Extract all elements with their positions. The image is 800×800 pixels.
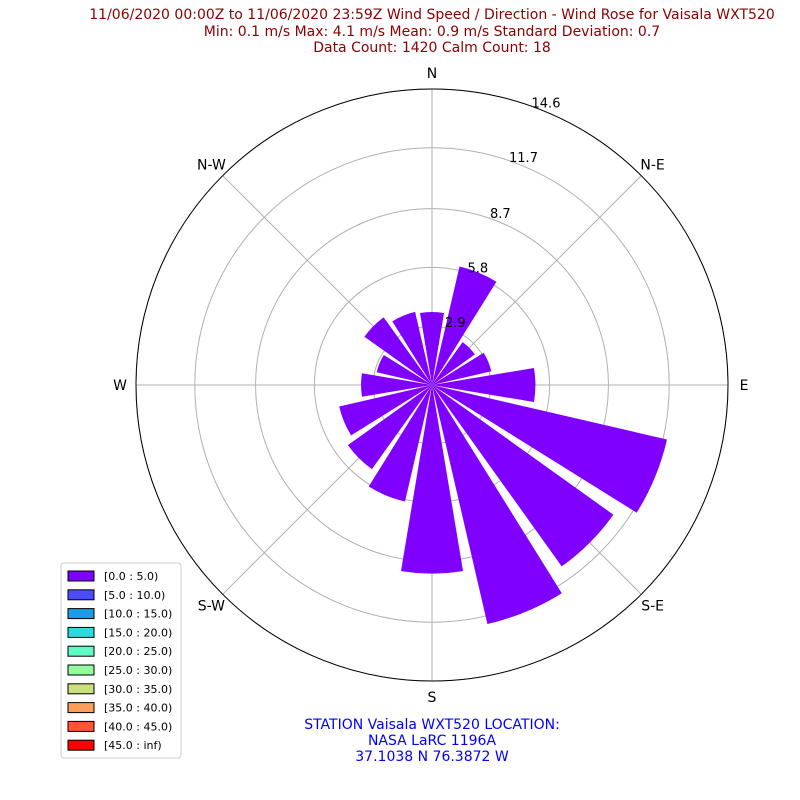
bar-n — [420, 312, 444, 385]
legend-label: [5.0 : 10.0) — [104, 589, 165, 602]
compass-label-n: N — [427, 66, 437, 82]
radial-tick-labels: 2.9 5.8 8.7 11.7 14.6 — [445, 97, 561, 331]
bar-se — [432, 385, 614, 567]
bar-nnw — [392, 311, 432, 385]
legend-label: [30.0 : 35.0) — [104, 683, 172, 696]
station-line-3: 37.1038 N 76.3872 W — [355, 749, 509, 765]
bar-s — [401, 385, 463, 574]
legend-label: [20.0 : 25.0) — [104, 645, 172, 658]
legend-label: [0.0 : 5.0) — [104, 570, 158, 583]
grid-ring — [194, 147, 670, 623]
legend-label: [40.0 : 45.0) — [104, 720, 172, 733]
chart-title-line-2: Min: 0.1 m/s Max: 4.1 m/s Mean: 0.9 m/s … — [204, 24, 660, 40]
bar-w — [361, 373, 432, 397]
radial-tick-label: 14.6 — [532, 97, 561, 112]
bar-ne — [432, 342, 475, 385]
compass-label-s-w: S-W — [198, 599, 225, 615]
station-line-2: NASA LaRC 1196A — [368, 733, 496, 749]
legend-swatch — [67, 683, 95, 695]
legend-swatch — [67, 664, 95, 676]
radial-tick-label: 2.9 — [445, 316, 466, 331]
bar-ene — [432, 352, 492, 385]
legend-label: [25.0 : 30.0) — [104, 664, 172, 677]
compass-label-w: W — [113, 378, 127, 394]
chart-title-line-1: 11/06/2020 00:00Z to 11/06/2020 23:59Z W… — [89, 7, 774, 23]
legend-label: [10.0 : 15.0) — [104, 608, 172, 621]
legend-swatch — [67, 589, 95, 601]
bar-ese — [432, 385, 667, 513]
chart-title-line-3: Data Count: 1420 Calm Count: 18 — [313, 40, 551, 56]
legend-swatch — [67, 702, 95, 714]
bar-e — [432, 368, 536, 402]
compass-label-n-w: N-W — [197, 157, 226, 173]
bar-nw — [364, 317, 432, 385]
station-line-1: STATION Vaisala WXT520 LOCATION: — [304, 717, 560, 733]
radial-tick-label: 11.7 — [509, 151, 538, 166]
compass-labels: N N-E E S-E S S-W W N-W — [113, 66, 748, 706]
wind-rose-bars — [339, 266, 667, 624]
legend: [0.0 : 5.0) [5.0 : 10.0) [10.0 : 15.0) [15.… — [60, 562, 182, 759]
compass-label-s-e: S-E — [641, 599, 664, 615]
legend-label: [45.0 : inf) — [104, 739, 162, 752]
radial-tick-label: 5.8 — [467, 262, 488, 277]
legend-swatch — [67, 626, 95, 638]
compass-label-e: E — [740, 378, 749, 394]
polar-frame — [135, 88, 729, 682]
legend-swatch — [67, 720, 95, 732]
legend-swatch — [67, 645, 95, 657]
legend-swatch — [67, 739, 95, 751]
legend-swatch — [67, 570, 95, 582]
legend-swatch — [67, 608, 95, 620]
compass-label-s: S — [428, 690, 437, 706]
bar-sse — [432, 385, 562, 624]
bar-ssw — [368, 385, 432, 502]
compass-label-n-e: N-E — [640, 157, 664, 173]
radial-tick-label: 8.7 — [490, 207, 511, 222]
bar-nne — [432, 266, 497, 385]
legend-label: [35.0 : 40.0) — [104, 702, 172, 715]
bar-sw — [347, 385, 432, 470]
bar-wsw — [339, 385, 432, 436]
legend-label: [15.0 : 20.0) — [104, 626, 172, 639]
bar-wnw — [376, 355, 432, 385]
